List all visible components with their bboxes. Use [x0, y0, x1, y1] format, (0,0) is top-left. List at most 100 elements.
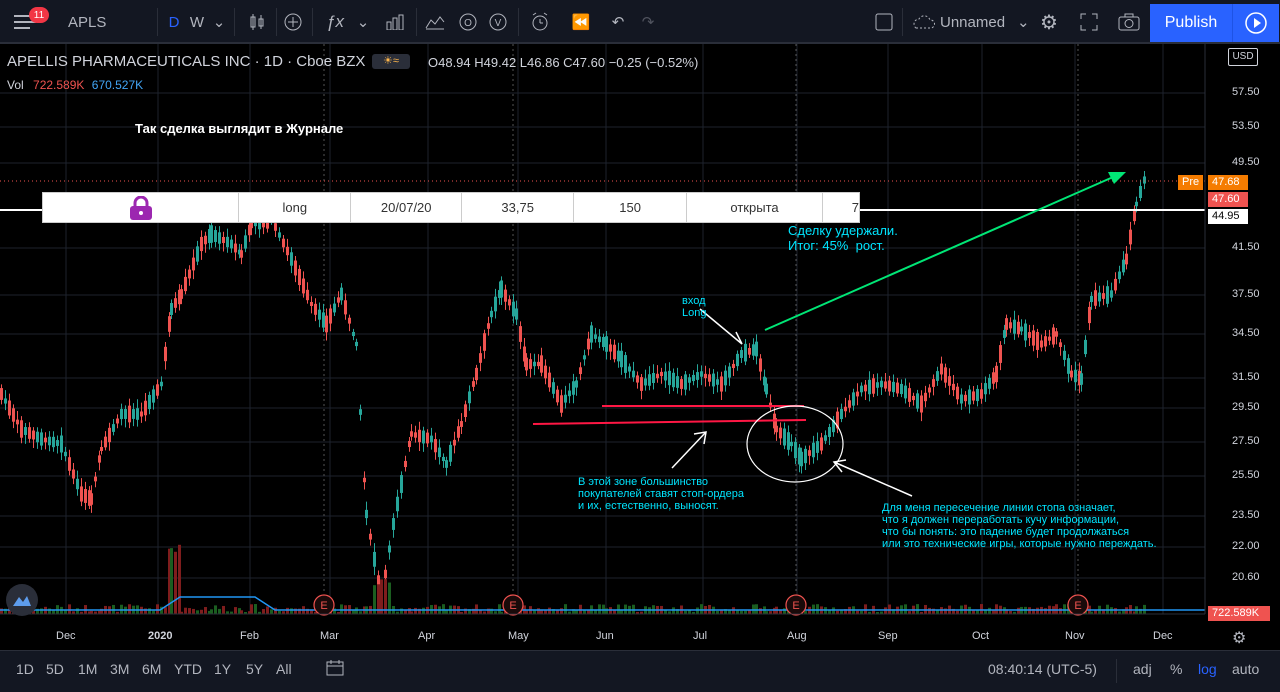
candle-body — [414, 432, 417, 438]
candle-body — [204, 235, 207, 245]
interval-d-button[interactable]: D — [168, 13, 180, 31]
compare-button[interactable] — [280, 0, 306, 44]
fullscreen-button[interactable] — [1074, 0, 1104, 44]
replay-button[interactable]: ⏪ — [566, 0, 596, 44]
undo-button[interactable]: ↶ — [604, 0, 632, 44]
candle-body — [294, 260, 297, 276]
svg-text:O: O — [464, 18, 472, 29]
candle-body — [544, 365, 547, 379]
interval-w-button[interactable]: W — [189, 13, 205, 31]
candle-body — [732, 363, 735, 369]
currency-label[interactable]: USD — [1228, 48, 1258, 66]
candle-body — [936, 371, 939, 381]
alert-o-button[interactable]: O — [454, 0, 482, 44]
volume-bar — [500, 611, 503, 614]
indicators-button[interactable]: ƒx — [320, 0, 350, 44]
candle-body — [1098, 292, 1101, 302]
fullscreen-square-button[interactable] — [870, 0, 898, 44]
volume-legend: Vol 722.589K 670.527K — [7, 78, 143, 92]
candle-body — [912, 395, 915, 401]
function-icon: ƒx — [326, 12, 344, 31]
volume-bar — [373, 585, 376, 614]
journal-status: открыта — [687, 193, 824, 222]
candle-body — [453, 439, 456, 446]
snapshot-button[interactable] — [1114, 0, 1144, 44]
volume-bar — [160, 606, 163, 614]
volume-bar — [52, 610, 55, 614]
redo-button[interactable]: ↷ — [634, 0, 662, 44]
interval-dropdown[interactable]: ⌄ — [208, 0, 230, 44]
axis-settings-button[interactable]: ⚙ — [1232, 628, 1246, 648]
volume-bar — [483, 611, 486, 614]
volume-bar — [1036, 607, 1039, 614]
date-range-button[interactable] — [326, 659, 344, 680]
alert-button[interactable] — [524, 0, 556, 44]
candle-body — [52, 436, 55, 448]
volume-bar — [1005, 609, 1008, 614]
volume-bar — [575, 610, 578, 614]
layout-menu[interactable]: Unnamed ⌄ — [910, 0, 1030, 44]
volume-bar — [290, 608, 293, 614]
volume-price-label: 722.589K — [1208, 606, 1270, 621]
log-toggle[interactable]: log — [1198, 661, 1217, 677]
timeframe-button[interactable]: 6M — [142, 661, 162, 677]
financials-button[interactable] — [380, 0, 410, 44]
play-button[interactable] — [1232, 4, 1279, 42]
time-tick: 2020 — [148, 630, 173, 642]
chart-type-button[interactable] — [240, 0, 274, 44]
candle-body — [214, 230, 217, 242]
candle-body — [164, 346, 167, 362]
time-tick: Jun — [596, 630, 614, 642]
candle-body — [475, 367, 478, 381]
volume-bar — [258, 611, 261, 614]
auto-toggle[interactable]: auto — [1232, 661, 1260, 677]
symbol-search[interactable]: APLS — [56, 0, 156, 44]
timeframe-button[interactable]: 5D — [46, 661, 64, 677]
candle-body — [500, 280, 503, 298]
templates-button[interactable] — [420, 0, 450, 44]
timeframe-button[interactable]: 1Y — [214, 661, 232, 677]
candle-body — [16, 419, 19, 425]
journal-lock-cell — [43, 193, 240, 222]
alert-v-button[interactable]: V — [484, 0, 512, 44]
volume-bar — [494, 611, 497, 614]
candle-body — [594, 334, 597, 339]
clock[interactable]: 08:40:14 (UTC-5) — [988, 661, 1097, 677]
timeframe-button[interactable]: 5Y — [246, 661, 264, 677]
menu-button[interactable] — [6, 0, 44, 44]
indicators-dropdown[interactable]: ⌄ — [354, 0, 372, 44]
timeframe-button[interactable]: 3M — [110, 661, 130, 677]
volume-bar — [572, 609, 575, 614]
chart-area[interactable]: E E E E APELLIS PHARMACEUTICALS INC · 1D · … — [0, 44, 1280, 650]
candle-body — [948, 376, 951, 386]
candle-body — [192, 257, 195, 271]
volume-bar — [32, 610, 35, 614]
volume-bar — [310, 609, 313, 614]
settings-button[interactable]: ⚙ — [1034, 0, 1064, 44]
candle-body — [72, 469, 75, 479]
timeframe-button[interactable]: YTD — [174, 661, 202, 677]
square-icon — [875, 13, 893, 31]
volume-bar — [226, 611, 229, 614]
growth-arrow — [764, 173, 1121, 331]
volume-bar — [40, 608, 43, 614]
tradingview-logo[interactable] — [6, 584, 38, 616]
volume-bar — [736, 610, 739, 614]
timeframe-button[interactable]: 1M — [78, 661, 98, 677]
candle-body — [752, 344, 755, 356]
candle-body — [556, 389, 559, 403]
candle-body — [540, 355, 543, 373]
adj-toggle[interactable]: adj — [1133, 661, 1152, 677]
percent-toggle[interactable]: % — [1170, 661, 1183, 677]
volume-bar — [472, 608, 475, 614]
rewind-icon: ⏪ — [571, 14, 591, 31]
candle-body — [896, 382, 899, 394]
lock-icon — [129, 195, 152, 220]
candle-body — [995, 365, 998, 383]
timeframe-button[interactable]: All — [276, 661, 292, 677]
timeframe-button[interactable]: 1D — [16, 661, 34, 677]
candle-body — [648, 374, 651, 386]
volume-bar — [1094, 609, 1097, 614]
publish-button[interactable]: Publish — [1150, 4, 1232, 42]
